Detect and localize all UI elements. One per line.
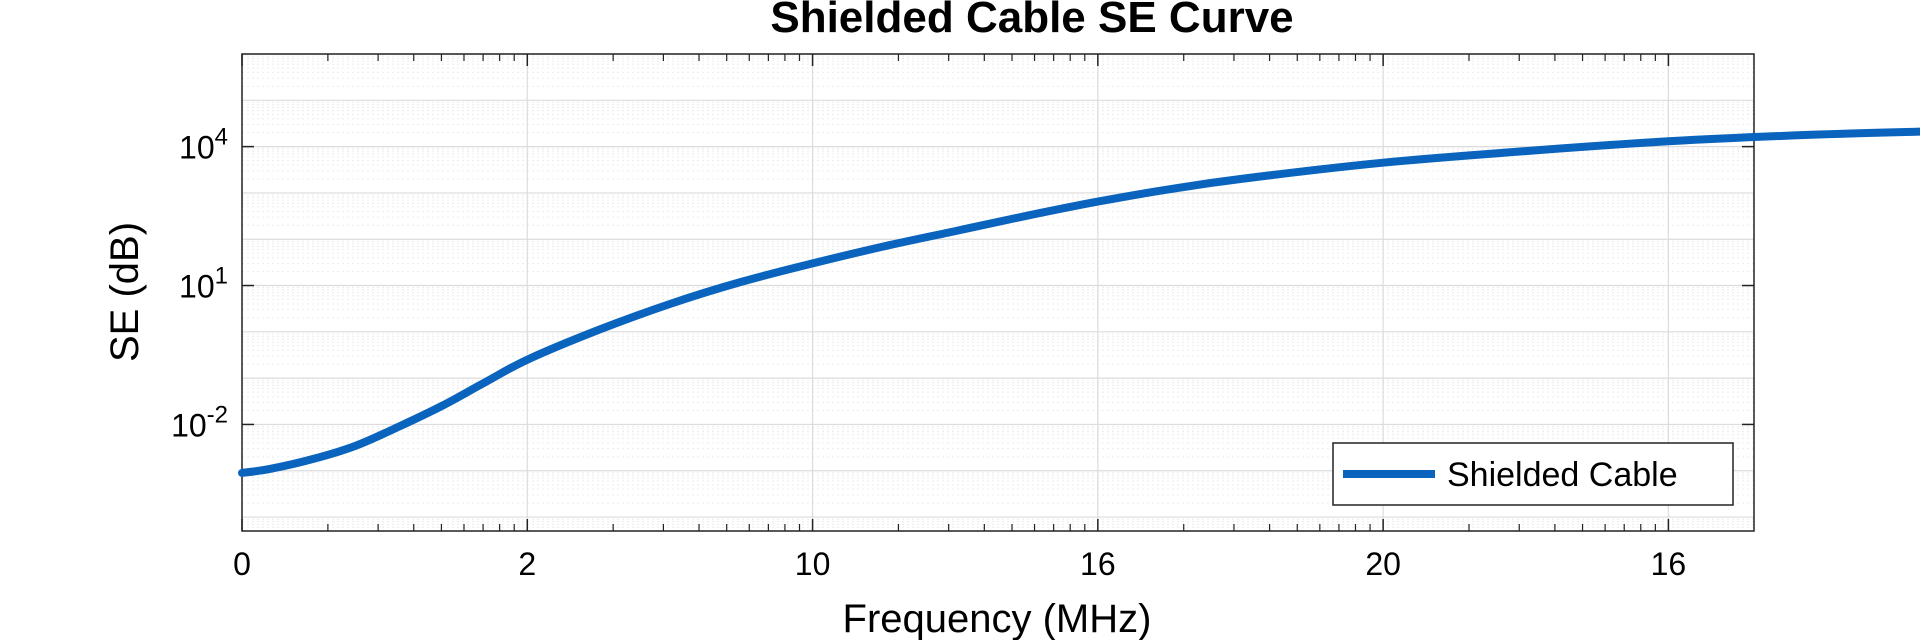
chart-title: Shielded Cable SE Curve xyxy=(770,0,1293,42)
x-ticks: 0 2 10 16 20 16 xyxy=(233,54,1686,582)
grid xyxy=(241,53,1754,532)
x-tick-label: 16 xyxy=(1651,546,1687,582)
x-tick-label: 10 xyxy=(795,546,831,582)
x-tick-label: 16 xyxy=(1080,546,1116,582)
y-tick-label: 101 xyxy=(179,263,228,305)
y-tick-label: 10-2 xyxy=(171,401,228,443)
y-axis-label: SE (dB) xyxy=(103,222,147,362)
x-tick-label: 20 xyxy=(1365,546,1401,582)
x-tick-label: 0 xyxy=(233,546,251,582)
x-tick-label: 2 xyxy=(518,546,536,582)
plot-area xyxy=(241,53,1755,532)
series-line-shielded-cable xyxy=(238,127,1920,477)
legend-label: Shielded Cable xyxy=(1447,456,1678,494)
y-tick-label: 104 xyxy=(179,124,228,166)
x-axis-label: Frequency (MHz) xyxy=(843,597,1152,640)
legend: Shielded Cable xyxy=(1332,442,1734,506)
y-ticks: 10-2 101 104 xyxy=(171,124,1754,443)
